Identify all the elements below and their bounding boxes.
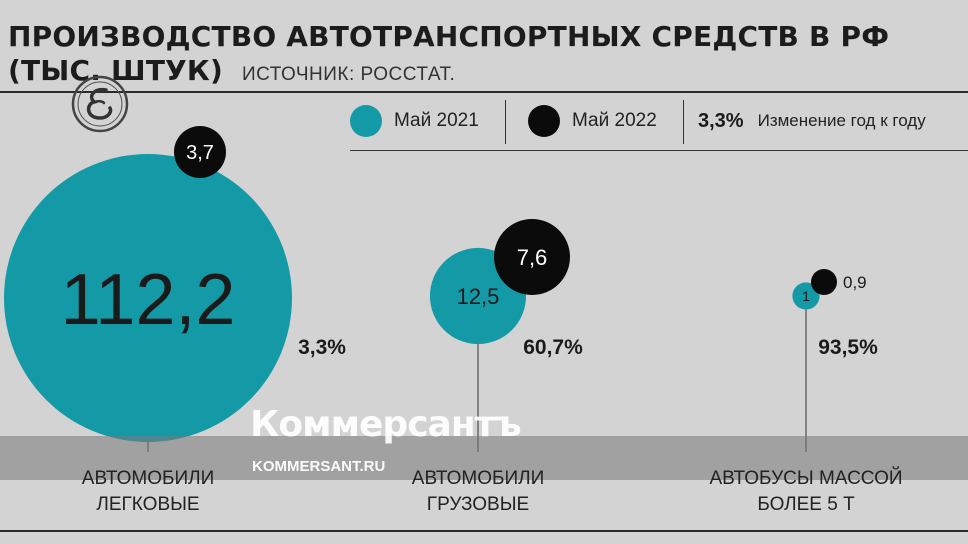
category-label: АВТОМОБИЛИ ЛЕГКОВЫЕ — [48, 466, 248, 518]
data-label-may2021: 12,5 — [457, 284, 500, 309]
chart-title: ПРОИЗВОДСТВО АВТОТРАНСПОРТНЫХ СРЕДСТВ В … — [8, 20, 889, 88]
bottom-divider — [0, 530, 968, 532]
change-label: 60,7% — [523, 336, 583, 359]
legend: Май 2021 Май 2022 3,3% Изменение год к г… — [350, 96, 968, 150]
legend-label-may2021: Май 2021 — [394, 110, 479, 131]
change-label: 3,3% — [298, 336, 346, 359]
legend-separator — [505, 100, 506, 144]
legend-swatch-may2021 — [350, 105, 382, 137]
data-label-may2021: 112,2 — [61, 260, 236, 340]
legend-change-label: Изменение год к году — [757, 111, 926, 130]
bubble-may2022 — [174, 126, 226, 178]
category-label-line-1: АВТОМОБИЛИ — [81, 468, 215, 489]
bubble-may2022 — [811, 269, 837, 295]
bubble-may2021 — [792, 282, 820, 310]
category-label-line-2: ЛЕГКОВЫЕ — [96, 494, 200, 515]
watermark-site: KOMMERSANT.RU — [252, 458, 386, 475]
change-label: 93,5% — [818, 336, 878, 359]
category-label-line-2: БОЛЕЕ 5 Т — [757, 494, 855, 515]
category-label-line-2: ГРУЗОВЫЕ — [426, 494, 530, 515]
category-label-line-1: АВТОМОБИЛИ — [411, 468, 545, 489]
watermark-brand: Коммерсантъ — [250, 404, 522, 445]
legend-item-may2022: Май 2022 — [528, 96, 657, 146]
legend-label-may2022: Май 2022 — [572, 110, 657, 131]
legend-separator — [683, 100, 684, 144]
legend-divider — [350, 150, 968, 151]
legend-item-may2021: Май 2021 — [350, 96, 479, 146]
category-label: АВТОМОБИЛИ ГРУЗОВЫЕ — [378, 466, 578, 518]
category-label: АВТОБУСЫ МАССОЙ БОЛЕЕ 5 Т — [686, 466, 926, 518]
data-label-may2022: 0,9 — [843, 273, 867, 292]
top-divider — [0, 91, 968, 93]
bubble-may2022 — [494, 219, 570, 295]
title-line-1: ПРОИЗВОДСТВО АВТОТРАНСПОРТНЫХ СРЕДСТВ В … — [8, 20, 890, 53]
category-label-line-1: АВТОБУСЫ МАССОЙ — [709, 468, 903, 489]
legend-change-value: 3,3% — [698, 109, 744, 132]
bubble-may2021 — [4, 154, 292, 442]
data-label-may2022: 7,6 — [517, 245, 548, 270]
legend-item-change: 3,3% Изменение год к году — [698, 96, 926, 146]
legend-swatch-may2022 — [528, 105, 560, 137]
data-label-may2021: 1 — [802, 288, 810, 304]
watermark-band — [0, 436, 968, 480]
kommersant-seal-logo — [71, 75, 129, 133]
source-note: ИСТОЧНИК: РОССТАТ. — [242, 64, 456, 85]
data-label-may2022: 3,7 — [186, 142, 214, 164]
